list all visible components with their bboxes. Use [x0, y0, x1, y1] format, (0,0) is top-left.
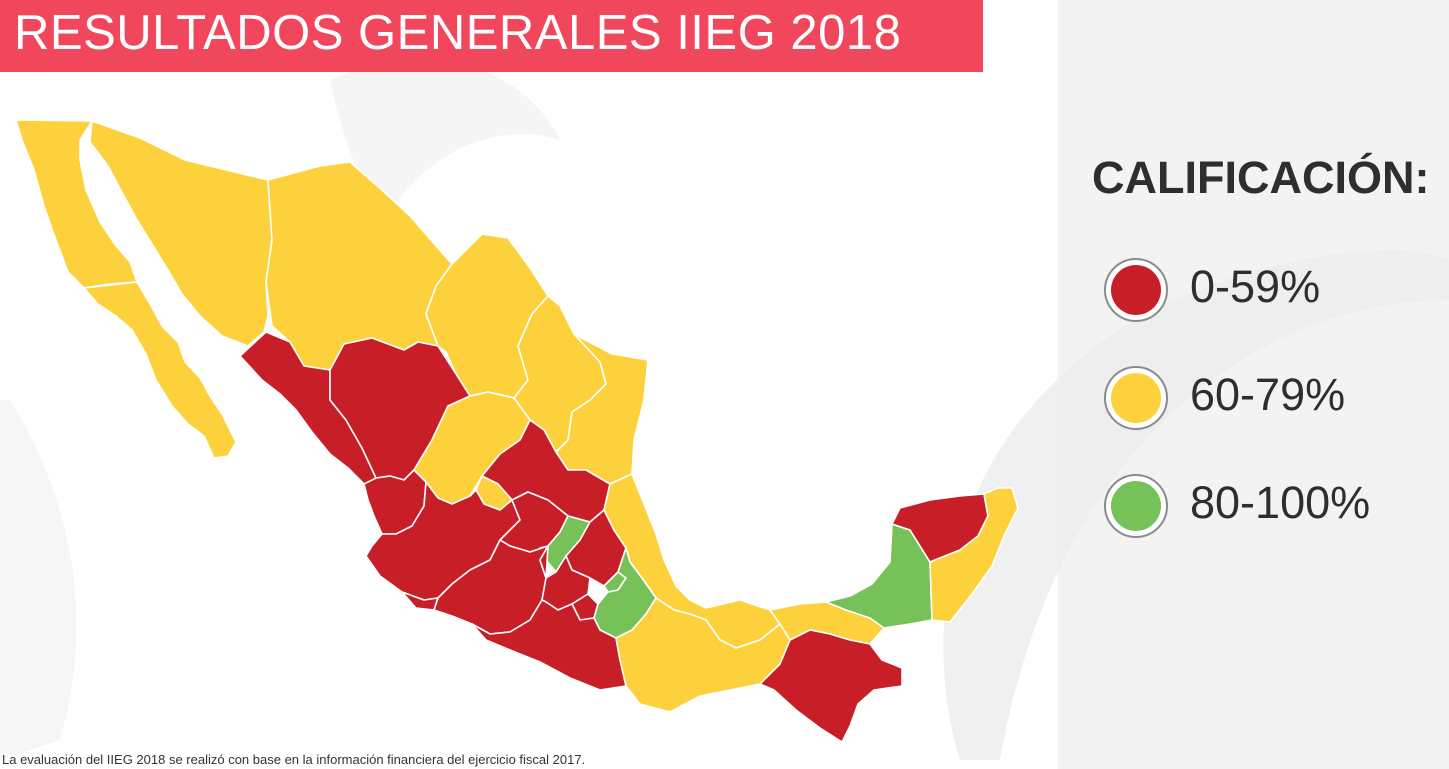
- legend-heading: CALIFICACIÓN:: [1092, 152, 1430, 203]
- legend-item-high: 80-100%: [1104, 474, 1424, 538]
- title-banner: RESULTADOS GENERALES IIEG 2018: [0, 0, 983, 72]
- region-guerrero: [471, 599, 627, 691]
- legend-swatch-yellow: [1104, 366, 1168, 430]
- footnote: La evaluación del IIEG 2018 se realizó c…: [2, 752, 586, 767]
- region-chiapas: [759, 629, 903, 743]
- region-chihuahua: [265, 161, 453, 371]
- region-quintana-roo: [929, 487, 1019, 623]
- legend-swatch-red: [1104, 258, 1168, 322]
- legend-label-low: 0-59%: [1190, 261, 1321, 312]
- legend-label-high: 80-100%: [1190, 477, 1371, 528]
- legend-swatch-green: [1104, 474, 1168, 538]
- mexico-map: [15, 119, 1019, 743]
- page-title: RESULTADOS GENERALES IIEG 2018: [14, 6, 902, 60]
- legend-item-low: 0-59%: [1104, 258, 1424, 322]
- legend-label-mid: 60-79%: [1190, 369, 1346, 420]
- legend-item-mid: 60-79%: [1104, 366, 1424, 430]
- region-baja-california-sur: [83, 281, 237, 459]
